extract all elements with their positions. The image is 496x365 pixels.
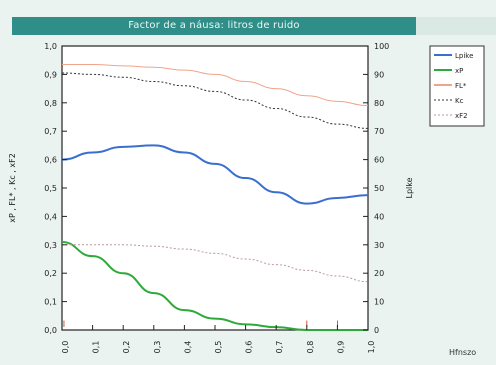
y-left-tick-label: 0,2 — [44, 269, 57, 278]
y-right-tick-label: 40 — [374, 212, 384, 221]
y-right-tick-label: 20 — [374, 269, 384, 278]
footer-label: Hfnszo — [449, 348, 476, 357]
y-left-tick-label: 0,4 — [44, 212, 57, 221]
ticks-layer: 0,0 0,1 0,2 0,3 0,4 0,5 0,6 0,7 0,8 0,9 1,0 0 10 20 30… — [44, 42, 389, 353]
title-bar-extension — [416, 17, 496, 35]
legend-label: Kc — [455, 97, 464, 105]
y-right-tick-label: 80 — [374, 99, 384, 108]
x-tick-label: 1,0 — [367, 341, 376, 354]
series-layer: III — [61, 63, 369, 331]
y-right-tick-label: 90 — [374, 70, 384, 79]
y-right-axis-title: Lplke — [405, 177, 414, 198]
series-line-kc — [61, 72, 369, 129]
y-left-tick-label: 0,5 — [44, 184, 57, 193]
x-tick-label: 0,1 — [92, 341, 101, 354]
y-left-tick-label: 0,1 — [44, 298, 57, 307]
y-right-tick-label: 60 — [374, 156, 384, 165]
y-right-tick-label: 50 — [374, 184, 384, 193]
y-left-axis-title: xP , FL* , Kc , xF2 — [8, 153, 17, 223]
series-line-xf2 — [62, 244, 369, 283]
y-right-tick-label: 100 — [374, 42, 389, 51]
legend-label: xF2 — [455, 112, 468, 120]
x-tick-label: 0,7 — [275, 341, 284, 354]
series-line-lpike — [61, 144, 369, 205]
y-right-tick-label: 30 — [374, 241, 384, 250]
legend-label: xP — [455, 67, 463, 75]
y-left-tick-label: 0,3 — [44, 241, 57, 250]
x-tick-label: 0,2 — [122, 341, 131, 354]
y-left-tick-label: 0,7 — [44, 127, 57, 136]
y-right-tick-label: 70 — [374, 127, 384, 136]
y-right-tick-label: 10 — [374, 298, 384, 307]
x-tick-label: 0,8 — [306, 341, 315, 354]
annotation-marker: I — [63, 320, 66, 330]
plot-area — [61, 45, 369, 331]
x-tick-label: 0,4 — [183, 341, 192, 354]
series-line-xp — [61, 240, 368, 331]
chart-title: Factor de a náusa: litros de ruido — [12, 17, 416, 35]
series-line-fl — [61, 63, 369, 107]
y-left-tick-label: 0,0 — [44, 326, 57, 335]
y-left-tick-label: 0,8 — [44, 99, 57, 108]
legend-label: FL* — [455, 82, 467, 90]
y-right-tick-label: 0 — [374, 326, 379, 335]
x-tick-label: 0,6 — [245, 341, 254, 354]
x-tick-label: 0,3 — [153, 341, 162, 354]
legend-label: Lpike — [455, 52, 473, 60]
x-tick-label: 0,5 — [214, 341, 223, 354]
y-left-tick-label: 1,0 — [44, 42, 57, 51]
y-left-tick-label: 0,9 — [44, 70, 57, 79]
x-tick-label: 0,9 — [336, 341, 345, 354]
x-tick-label: 0,0 — [61, 341, 70, 354]
legend: Lpike xP FL* Kc xF2 — [429, 45, 485, 127]
y-left-tick-label: 0,6 — [44, 156, 57, 165]
